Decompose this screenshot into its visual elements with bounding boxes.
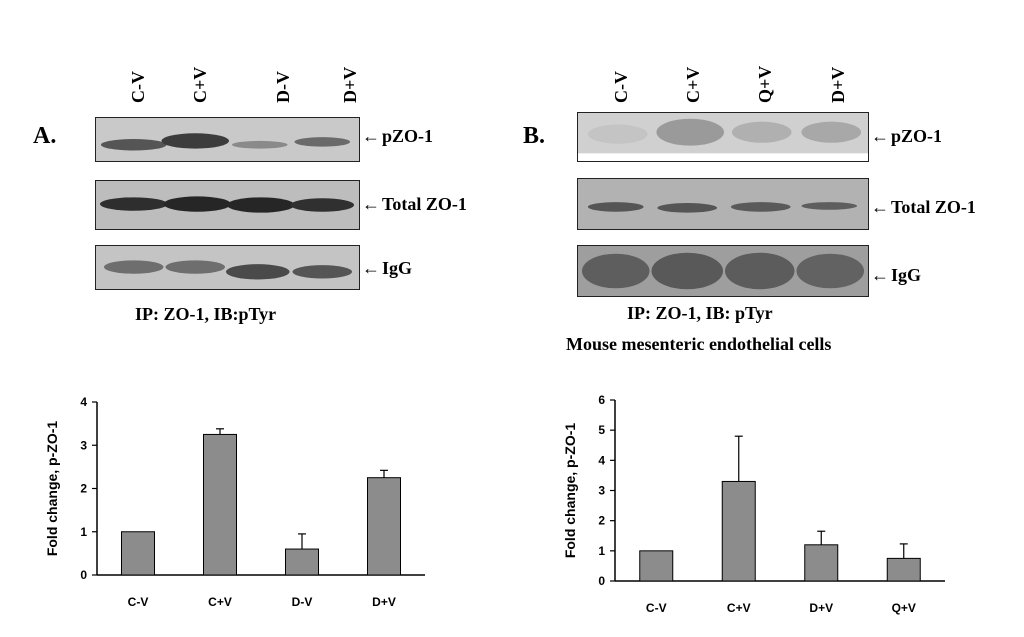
panel-b-lane-3: Q+V xyxy=(755,65,775,103)
panel-a-ann-total-zo1: ← Total ZO-1 xyxy=(362,194,467,214)
chart-a-bar xyxy=(285,548,319,576)
chart-b-y-label: Fold change, p-ZO-1 xyxy=(562,423,578,559)
chart-b: 0 1 2 3 4 5 6 Fold change, p-ZO-1 C-V C+V D+V Q+V xyxy=(550,385,950,625)
panel-a-caption: IP: ZO-1, IB:pTyr xyxy=(135,304,277,324)
chart-a-y-tick-label: 2 xyxy=(80,482,87,496)
chart-b-svg: 0 1 2 3 4 5 6 Fold change, p-ZO-1 C-V C+V D+V Q+V xyxy=(562,393,945,615)
chart-a-bar xyxy=(121,531,155,576)
chart-a-bar xyxy=(367,477,401,576)
panel-b-blot-igg xyxy=(577,245,869,297)
panel-a-blot-total-zo1 xyxy=(95,180,360,230)
panel-b-caption: IP: ZO-1, IB: pTyr xyxy=(627,303,773,323)
panel-a-blot-igg xyxy=(95,245,360,290)
chart-b-category-label: C+V xyxy=(727,601,751,615)
chart-b-y-tick-label: 6 xyxy=(598,393,605,407)
chart-b-bar xyxy=(721,480,756,582)
chart-a-bar xyxy=(203,433,237,576)
panel-b-blot-pzo1 xyxy=(577,112,869,162)
chart-b-y-tick-label: 5 xyxy=(598,423,605,437)
chart-b-y-tick-label: 3 xyxy=(598,484,605,498)
panel-b-ann-pzo1: ← pZO-1 xyxy=(871,126,943,146)
panel-a-blot-pzo1 xyxy=(95,117,360,162)
chart-a-category-label: C-V xyxy=(128,595,149,609)
panel-b-lane-1: C-V xyxy=(611,71,631,103)
panel-b-ann-total-zo1: ← Total ZO-1 xyxy=(871,197,976,217)
chart-b-y-tick-label: 2 xyxy=(598,514,605,528)
chart-a-category-label: D+V xyxy=(372,595,396,609)
chart-a-y-tick-label: 4 xyxy=(80,395,87,409)
chart-a-y-label: Fold change, p-ZO-1 xyxy=(44,421,60,557)
chart-b-category-label: Q+V xyxy=(892,601,916,615)
panel-a-label: A. xyxy=(33,123,57,149)
panel-a-lane-2: C+V xyxy=(190,66,210,103)
chart-b-bar xyxy=(886,557,921,582)
chart-b-y-tick-label: 4 xyxy=(598,453,605,467)
chart-b-y-tick-label: 1 xyxy=(598,544,605,558)
chart-b-bar xyxy=(639,550,674,582)
panel-a-ann-igg: ← IgG xyxy=(362,258,413,278)
panel-a-lane-3: D-V xyxy=(273,71,293,103)
panel-a-ann-pzo1: ← pZO-1 xyxy=(362,126,434,146)
chart-a-y-tick-label: 0 xyxy=(80,568,87,582)
chart-a: 0 1 2 3 4 Fold change, p-ZO-1 C-V C+V D-V D+V xyxy=(30,390,430,620)
panel-b-ann-igg: ← IgG xyxy=(871,265,922,285)
chart-a-svg: 0 1 2 3 4 Fold change, p-ZO-1 C-V C+V D-V D+V xyxy=(44,395,425,609)
panel-b-label: B. xyxy=(523,123,546,149)
chart-b-category-label: C-V xyxy=(646,601,667,615)
chart-b-category-label: D+V xyxy=(809,601,833,615)
panel-a-lane-1: C-V xyxy=(128,71,148,103)
panel-a-lane-4: D+V xyxy=(340,66,360,103)
chart-a-y-tick-label: 3 xyxy=(80,438,87,452)
panel-b-blot-total-zo1 xyxy=(577,178,869,230)
chart-b-bar xyxy=(804,544,839,582)
chart-a-y-tick-label: 1 xyxy=(80,525,87,539)
chart-a-category-label: D-V xyxy=(292,595,313,609)
panel-b-lane-4: D+V xyxy=(828,66,848,103)
chart-a-category-label: C+V xyxy=(208,595,232,609)
panel-b-lane-2: C+V xyxy=(683,66,703,103)
chart-b-y-tick-label: 0 xyxy=(598,574,605,588)
panel-b-subcaption: Mouse mesenteric endothelial cells xyxy=(566,334,832,354)
